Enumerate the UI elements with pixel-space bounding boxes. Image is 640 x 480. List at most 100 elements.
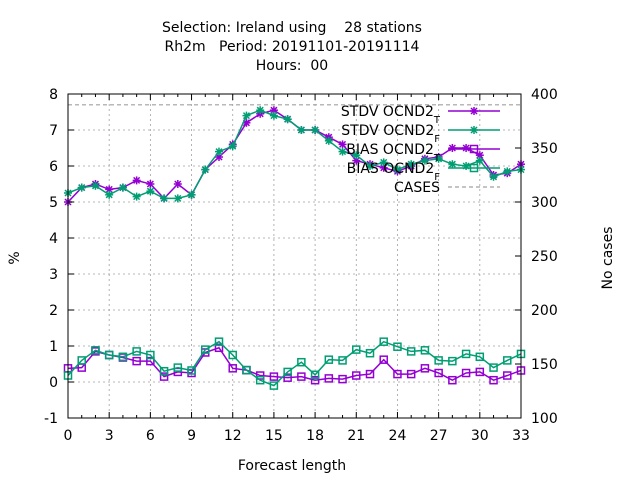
- x-tick-label: 33: [512, 428, 530, 444]
- star-marker: [311, 126, 319, 134]
- series-line: [67, 340, 522, 387]
- star-marker: [284, 115, 292, 123]
- star-marker: [146, 180, 154, 188]
- star-marker: [119, 184, 127, 192]
- y-axis-label: %: [7, 251, 23, 264]
- star-marker: [503, 167, 511, 175]
- star-marker: [462, 144, 470, 152]
- x-tick-label: 24: [389, 428, 407, 444]
- star-marker: [380, 164, 388, 172]
- ticks: 0 3 6 9 12 15 18 21 24 27 30 33-1012345678100150200…: [44, 87, 558, 444]
- square-marker: [406, 347, 416, 356]
- legend-subscript: F: [434, 134, 440, 145]
- star-marker: [229, 142, 237, 150]
- square-marker: [255, 371, 265, 380]
- y-tick-label: 7: [49, 123, 58, 139]
- square-marker: [406, 369, 416, 379]
- square-marker: [434, 368, 443, 378]
- star-marker: [448, 144, 456, 152]
- square-marker: [352, 345, 361, 354]
- square-marker: [146, 350, 155, 360]
- square-marker: [132, 356, 141, 366]
- series-layer: [63, 104, 526, 390]
- x-tick-label: 27: [430, 428, 448, 444]
- x-tick-label: 3: [105, 428, 114, 444]
- star-marker: [91, 182, 99, 190]
- square-marker: [475, 352, 485, 362]
- square-marker: [379, 355, 388, 364]
- square-marker: [352, 371, 361, 380]
- square-marker: [420, 346, 430, 355]
- star-marker: [78, 184, 86, 192]
- star-marker: [470, 126, 478, 134]
- square-marker: [461, 368, 471, 378]
- x-tick-label: 6: [146, 428, 155, 444]
- square-marker: [310, 375, 320, 385]
- square-marker: [420, 364, 430, 373]
- y-tick-label: 1: [49, 339, 58, 355]
- star-marker: [133, 176, 141, 184]
- square-marker: [159, 366, 169, 376]
- square-marker: [159, 372, 169, 381]
- square-marker: [104, 350, 114, 360]
- star-marker: [215, 153, 223, 161]
- chart-title-line-2: Rh2m Period: 20191101-20191114: [165, 39, 420, 55]
- y-tick-label: 5: [49, 195, 58, 211]
- star-marker: [242, 112, 250, 120]
- y-tick-label: -1: [44, 411, 58, 427]
- star-marker: [476, 157, 484, 165]
- square-marker: [503, 356, 512, 365]
- star-marker: [105, 191, 113, 199]
- star-marker: [393, 166, 401, 174]
- square-marker: [269, 381, 279, 390]
- square-marker: [503, 371, 512, 380]
- star-marker: [476, 151, 484, 159]
- chart-title-line-1: Selection: Ireland using 28 stations: [162, 20, 422, 36]
- grid: [68, 94, 521, 418]
- x-tick-label: 30: [471, 428, 489, 444]
- square-marker: [228, 350, 237, 360]
- star-marker: [174, 180, 182, 188]
- star-marker: [407, 160, 415, 168]
- star-marker: [352, 157, 360, 165]
- star-marker: [352, 151, 360, 159]
- x-tick-label: 9: [187, 428, 196, 444]
- square-marker: [469, 144, 479, 154]
- square-marker: [393, 369, 402, 379]
- chart-title-line-3: Hours: 00: [256, 58, 328, 74]
- square-marker: [338, 374, 347, 384]
- square-marker: [475, 367, 485, 377]
- square-marker: [283, 373, 292, 382]
- y2-tick-label: 350: [531, 141, 558, 157]
- square-marker: [91, 346, 100, 355]
- square-marker: [269, 372, 279, 381]
- square-marker: [77, 356, 86, 365]
- square-marker: [297, 372, 306, 381]
- star-marker: [201, 166, 209, 174]
- x-tick-label: 18: [306, 428, 324, 444]
- star-marker: [188, 191, 196, 199]
- square-marker: [324, 374, 334, 383]
- square-marker: [118, 352, 128, 362]
- legend-subscript: T: [433, 115, 441, 126]
- square-marker: [173, 363, 183, 372]
- square-marker: [201, 345, 210, 354]
- square-marker: [228, 364, 237, 373]
- star-marker: [339, 148, 347, 156]
- star-marker: [366, 162, 374, 170]
- y2-tick-label: 150: [531, 357, 558, 373]
- square-marker: [187, 366, 196, 375]
- square-marker: [434, 356, 443, 365]
- y2-tick-label: 100: [531, 411, 558, 427]
- y2-axis-label: No cases: [600, 227, 616, 290]
- square-marker: [365, 348, 375, 358]
- square-marker: [146, 356, 155, 366]
- y2-tick-label: 200: [531, 303, 558, 319]
- star-marker: [105, 185, 113, 193]
- square-marker: [379, 337, 388, 346]
- star-marker: [448, 160, 456, 168]
- series-1: [64, 106, 525, 203]
- x-axis-label: Forecast length: [238, 458, 346, 474]
